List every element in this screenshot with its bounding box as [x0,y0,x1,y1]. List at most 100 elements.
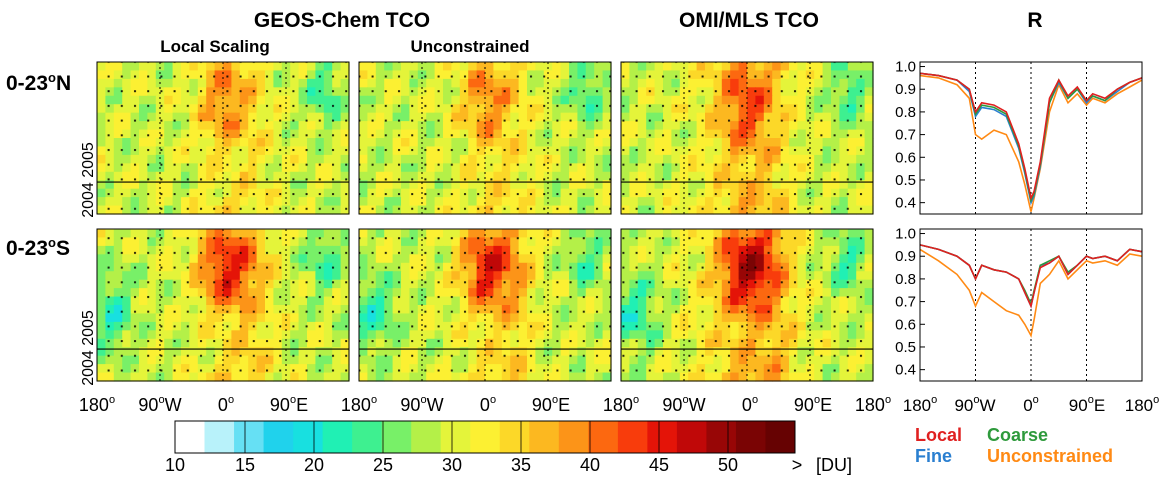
colorbar-unit: [DU] [816,455,852,475]
omi-mls-title: OMI/MLS TCO [679,9,819,32]
colorbar-swatch [175,421,205,453]
lon-tick-label: 0o [218,394,234,415]
heatmap-panels [96,61,874,382]
colorbar-swatch [204,421,235,453]
colorbar-tick-label: 30 [442,455,462,475]
r-y-tick-label: 0.5 [895,172,916,189]
r-panel: 0.4 0.5 0.6 0.7 0.8 0.9 1.0 [895,59,1143,215]
r-series-line [919,74,1143,212]
legend-local: Local [915,425,962,445]
local-scaling-label: Local Scaling [160,37,270,56]
colorbar: 10 15 20 25 30 35 40 45 50 > [DU] [165,420,852,475]
row-label-south: 0-23oS [6,235,70,260]
colorbar-swatch [617,421,648,453]
r-y-tick-label: 0.8 [895,104,916,121]
panel-frame [96,228,350,382]
r-y-tick-label: 0.9 [895,248,916,265]
colorbar-swatch [293,421,324,453]
legend-coarse: Coarse [987,425,1048,445]
r-y-tick-label: 0.9 [895,81,916,98]
lon-tick-label: 90oW [138,394,181,415]
panel-frame [620,61,874,215]
colorbar-tick-label: 50 [718,455,738,475]
colorbar-swatch [499,421,530,453]
lon-tick-label: 90oW [662,394,705,415]
r-y-tick-label: 0.7 [895,294,916,311]
lon-tick-label: 0o [480,394,496,415]
colorbar-swatch [352,421,383,453]
colorbar-tick-label: 20 [304,455,324,475]
lon-tick-label: 90oE [270,394,308,415]
r-title: R [1027,9,1042,32]
colorbar-tick-label: 35 [511,455,531,475]
panel-frame [620,228,874,382]
colorbar-swatch [676,421,707,453]
colorbar-swatch [322,421,353,453]
panel-frame [358,61,612,215]
colorbar-swatch [411,421,442,453]
heatmap-panel [620,61,874,215]
colorbar-tick-label: 15 [235,455,255,475]
lon-tick-label: 180o [1125,394,1160,415]
heatmap-panel [358,228,612,382]
unconstrained-label: Unconstrained [410,37,529,56]
colorbar-swatch [440,421,471,453]
lon-tick-label: 90oE [794,394,832,415]
lon-tick-label: 180o [341,394,377,415]
lon-tick-label: 180o [603,394,639,415]
r-series-line [919,244,1143,309]
lon-tick-label: 90oE [532,394,570,415]
colorbar-tick-label: 25 [373,455,393,475]
geos-chem-title: GEOS-Chem TCO [254,9,430,32]
colorbar-swatch [558,421,589,453]
r-panel: 0.4 0.5 0.6 0.7 0.8 0.9 1.0 [895,226,1143,382]
colorbar-tick-label: > [792,455,803,475]
colorbar-swatch [706,421,737,453]
panel-frame [96,61,350,215]
lon-tick-label: 0o [742,394,758,415]
lon-tick-label: 180o [855,394,891,415]
r-series-line [919,72,1143,201]
colorbar-swatch [263,421,294,453]
colorbar-swatch [647,421,678,453]
lon-tick-label: 90oW [400,394,443,415]
colorbar-swatch [588,421,619,453]
heatmap-panel [620,228,874,382]
heatmap-panel [96,228,350,382]
r-y-tick-label: 0.4 [895,195,916,212]
colorbar-tick-label: 45 [649,455,669,475]
row-label-north: 0-23oN [6,70,71,95]
lon-tick-label: 180o [79,394,115,415]
year-tick-2005-south: 2005 [80,310,97,346]
lon-tick-label: 0o [1023,394,1039,415]
r-y-tick-label: 1.0 [895,226,916,243]
r-y-tick-label: 0.8 [895,271,916,288]
year-tick-2005-north: 2005 [80,142,97,178]
r-y-tick-label: 0.6 [895,316,916,333]
colorbar-frame [174,420,796,454]
colorbar-swatch [234,421,264,453]
lon-tick-label: 90oW [954,394,995,415]
legend-fine: Fine [915,446,952,466]
legend-unconstrained: Unconstrained [987,446,1113,466]
colorbar-swatch [735,421,766,453]
colorbar-swatch [765,421,796,453]
colorbar-swatch [470,421,501,453]
colorbar-swatch [529,421,560,453]
r-y-tick-label: 1.0 [895,59,916,76]
lon-tick-label: 90oE [1069,394,1105,415]
colorbar-swatch [381,421,412,453]
colorbar-tick-label: 10 [165,455,185,475]
heatmap-panel [96,61,350,215]
year-tick-2004-south: 2004 [80,350,97,386]
r-series-line [919,248,1143,338]
r-y-tick-label: 0.7 [895,127,916,144]
colorbar-tick-label: 40 [580,455,600,475]
panel-frame [358,228,612,382]
r-panel-frame [919,228,1143,382]
r-y-tick-label: 0.5 [895,339,916,356]
year-tick-2004-north: 2004 [80,182,97,218]
r-panel-frame [919,61,1143,215]
heatmap-panel [358,61,612,215]
